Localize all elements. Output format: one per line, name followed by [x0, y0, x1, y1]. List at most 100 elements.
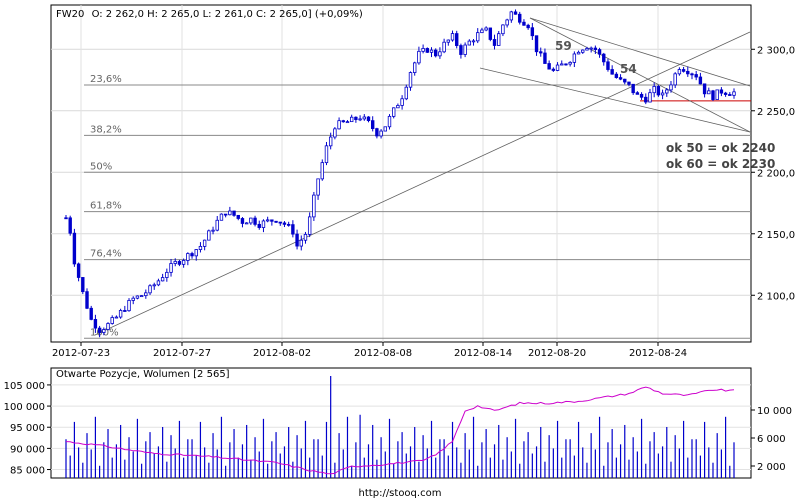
trendline [94, 31, 751, 336]
candle-body [488, 27, 493, 40]
price-y-axis: 2 100,0 2 150,0 2 200,0 2 250,0 2 300,0 [751, 45, 795, 302]
candle-body [455, 33, 459, 46]
candle-body [623, 78, 627, 83]
candle-body [543, 52, 547, 64]
candle-body [618, 77, 623, 80]
candle-body [723, 92, 728, 95]
candle-body [606, 61, 610, 70]
candle-body [555, 64, 560, 71]
price-panel-frame [50, 4, 752, 343]
candle-body [400, 98, 404, 106]
candle-body [648, 92, 652, 103]
candle-body [719, 89, 724, 94]
candle-body [568, 61, 572, 65]
candle-body [484, 27, 488, 31]
candle-body [156, 280, 161, 286]
candle-body [148, 285, 152, 294]
candle-body [614, 73, 619, 78]
candle-body [408, 72, 413, 88]
volume-right-tick-label: 6 000 [757, 434, 786, 445]
volume-bars [65, 376, 735, 478]
candle-body [585, 48, 589, 51]
instrument-name: FW20 [56, 9, 84, 20]
candle-body [391, 107, 396, 117]
candle-body [564, 63, 568, 66]
candle-body [328, 136, 333, 147]
candle-body [236, 214, 240, 219]
candle-body [207, 230, 211, 241]
candle-body [476, 32, 480, 42]
x-tick-label: 2012-08-02 [253, 348, 311, 359]
candle-body [576, 51, 581, 55]
candle-body [597, 49, 602, 55]
candle-body [106, 323, 110, 330]
y-tick-label: 2 200,0 [757, 168, 795, 179]
candle-body [467, 40, 472, 46]
candle-body [131, 297, 135, 301]
candle-body [181, 260, 186, 265]
wave-label-59: 59 [555, 39, 572, 53]
candle-body [337, 120, 341, 130]
candle-body [463, 44, 467, 55]
candle-body [728, 94, 732, 96]
candle-body [81, 277, 85, 293]
candle-body [732, 91, 736, 96]
candle-body [85, 291, 89, 309]
candle-body [303, 233, 308, 241]
y-tick-label: 2 150,0 [757, 230, 795, 241]
candle-body [547, 63, 551, 70]
candle-body [681, 69, 686, 72]
candle-body [425, 48, 430, 53]
volume-grid [51, 384, 751, 471]
candle-body [194, 249, 198, 257]
candle-body [190, 253, 194, 257]
candle-body [522, 21, 526, 26]
candle-body [383, 126, 387, 132]
candle-body [89, 307, 93, 320]
candle-body [450, 33, 455, 41]
open-interest-line [65, 386, 735, 475]
candle-body [446, 39, 451, 43]
candle-body [127, 300, 131, 312]
candle-body [589, 47, 593, 50]
candle-body [438, 51, 442, 57]
candle-body [560, 63, 564, 66]
candle-body [375, 128, 379, 137]
candle-body [471, 40, 476, 43]
wave-label-54: 54 [620, 62, 637, 76]
candle-body [202, 239, 207, 247]
ohlc-readout: O: 2 262,0 H: 2 265,0 L: 2 261,0 C: 2 26… [92, 9, 363, 20]
candle-body [358, 118, 362, 121]
candle-body [530, 27, 535, 37]
candle-body [702, 83, 707, 95]
candle-body [652, 86, 656, 94]
candle-body [177, 261, 182, 265]
candle-body [169, 263, 173, 273]
volume-left-axis: 85 000 90 000 95 000 100 000 105 000 [4, 381, 51, 477]
volume-panel-title: Otwarte Pozycje, Wolumen [2 565] [56, 369, 230, 380]
trendline [529, 17, 751, 133]
note-line-2: ok 60 = ok 2230 [666, 157, 775, 171]
candle-body [114, 316, 119, 319]
candle-body [673, 73, 677, 86]
trendline [479, 67, 751, 133]
y-tick-label: 2 250,0 [757, 107, 795, 118]
candle-body [223, 213, 228, 216]
candle-body [366, 116, 371, 122]
candle-body [219, 213, 224, 221]
volume-left-tick-label: 90 000 [10, 444, 45, 455]
candle-body [665, 89, 669, 94]
volume-right-tick-label: 2 000 [757, 462, 786, 473]
volume-left-tick-label: 100 000 [4, 402, 45, 413]
candle-body [656, 86, 661, 96]
price-candles [64, 9, 736, 338]
source-link[interactable]: http://stooq.com [359, 488, 442, 499]
candle-body [341, 120, 345, 123]
x-tick-label: 2012-08-24 [629, 348, 687, 359]
candle-body [480, 29, 484, 34]
note-line-1: ok 50 = ok 2240 [666, 141, 775, 155]
candle-body [333, 128, 337, 138]
candle-body [526, 24, 530, 29]
candle-body [76, 263, 81, 278]
candle-body [173, 261, 177, 264]
